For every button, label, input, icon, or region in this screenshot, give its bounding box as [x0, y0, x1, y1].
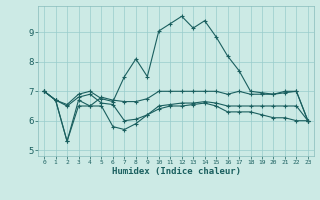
X-axis label: Humidex (Indice chaleur): Humidex (Indice chaleur) — [111, 167, 241, 176]
